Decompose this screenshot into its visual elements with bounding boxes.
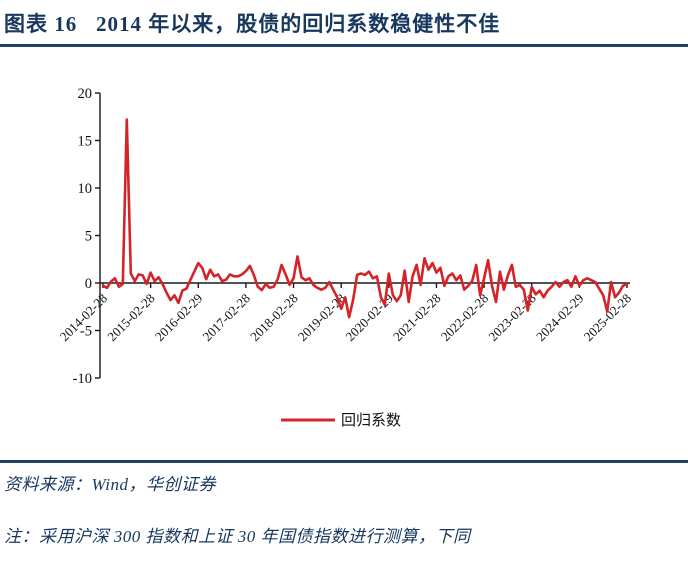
x-tick-label: 2018-02-28 xyxy=(247,291,301,345)
x-tick-label: 2019-02-28 xyxy=(295,291,349,345)
chart-area: 20 15 10 5 0 -5 -10 2014-02-28 2015-02-28 2016-02… xyxy=(0,55,688,430)
y-tick-label: 5 xyxy=(85,229,92,245)
y-tick-label: 20 xyxy=(78,86,93,102)
y-tick-label: -10 xyxy=(73,371,92,387)
y-tick-label: 10 xyxy=(78,181,93,197)
legend-label: 回归系数 xyxy=(341,412,401,429)
title-divider-rule xyxy=(0,44,688,47)
series-line xyxy=(101,118,629,319)
figure-title: 图表 16 2014 年以来，股债的回归系数稳健性不佳 xyxy=(4,12,501,36)
footer-divider-rule xyxy=(0,460,688,463)
x-tick-label: 2015-02-28 xyxy=(104,291,158,345)
y-tick-label: -5 xyxy=(80,324,92,340)
x-tick-label: 2017-02-28 xyxy=(200,291,254,345)
y-tick-label: 15 xyxy=(78,134,93,150)
y-tick-label: 0 xyxy=(85,276,92,292)
x-tick-label: 2024-02-29 xyxy=(533,291,587,345)
calculation-note: 注：采用沪深 300 指数和上证 30 年国债指数进行测算，下同 xyxy=(4,527,471,546)
x-tick-label: 2020-02-29 xyxy=(342,291,396,345)
data-source-note: 资料来源：Wind，华创证券 xyxy=(4,475,216,494)
x-tick-label: 2022-02-28 xyxy=(438,291,492,345)
x-tick-label: 2025-02-28 xyxy=(581,291,635,345)
coefficient-chart: 20151050-5-102014-02-282015-02-282016-02… xyxy=(57,86,635,429)
